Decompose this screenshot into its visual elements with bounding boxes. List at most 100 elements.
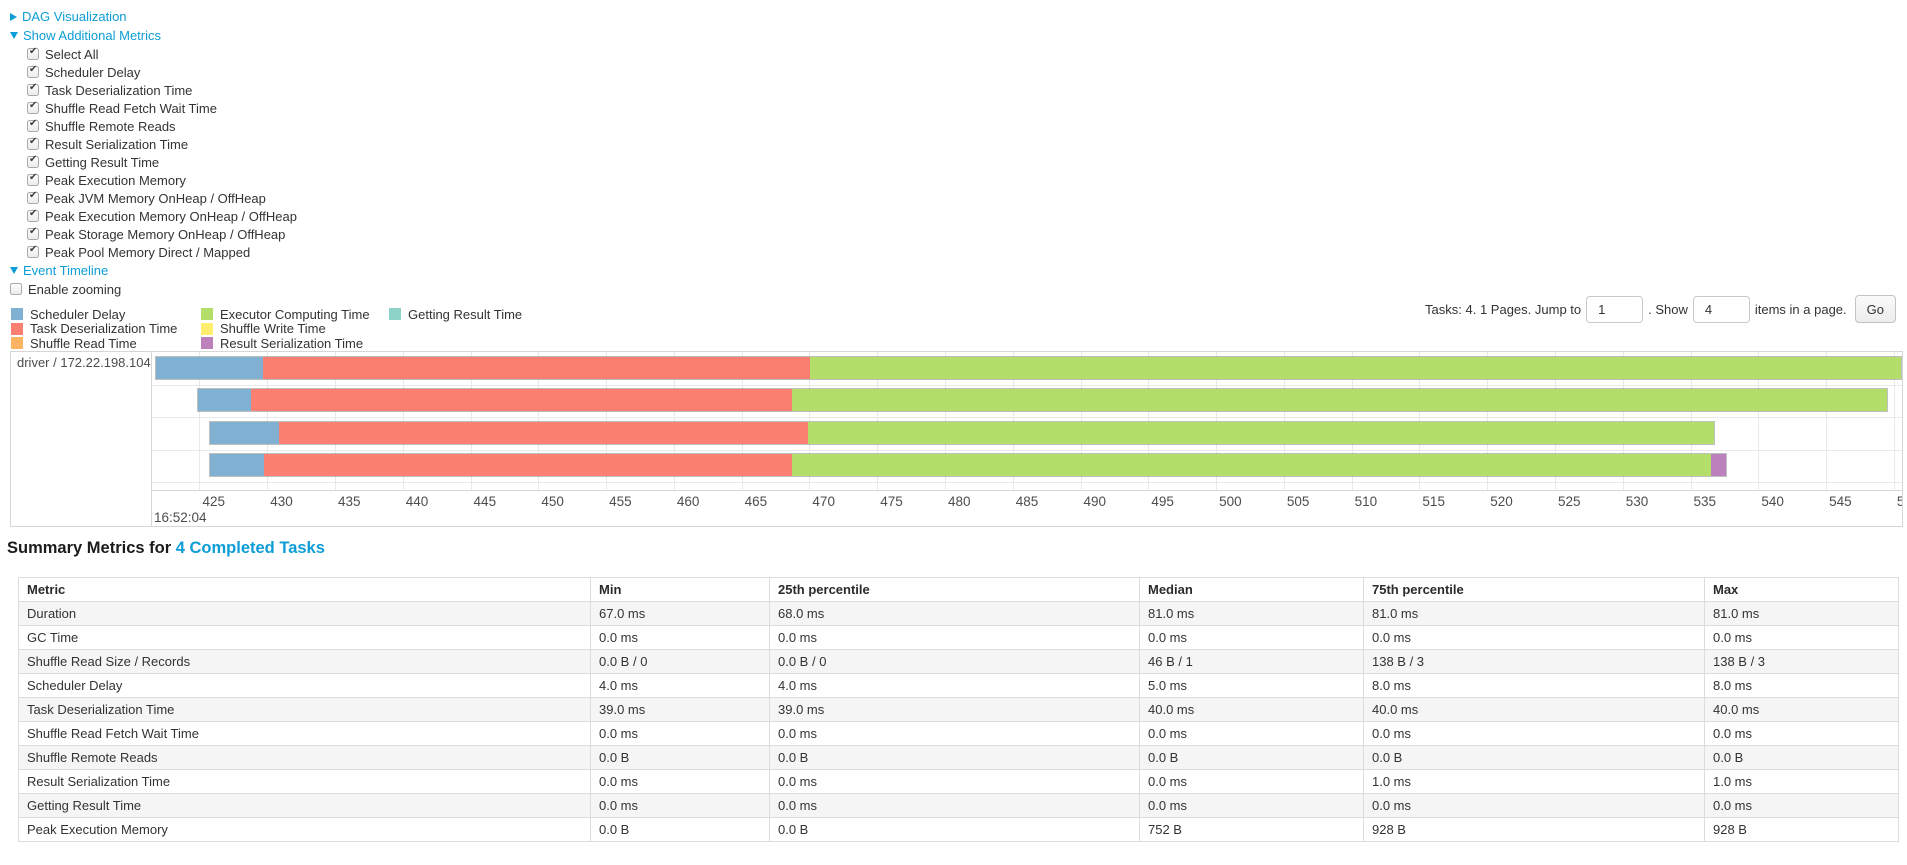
completed-tasks-link[interactable]: 4 Completed Tasks <box>175 539 325 557</box>
axis-major-label: 16:52:04 <box>154 510 207 525</box>
checkbox-icon[interactable] <box>27 172 39 186</box>
metric-value-cell: 0.0 B <box>590 817 770 842</box>
task-bar[interactable] <box>208 420 1715 445</box>
stage-controls: DAG Visualization Show Additional Metric… <box>10 7 297 298</box>
metric-checkbox-peak-jvm-memory-onheap-offheap[interactable]: Peak JVM Memory OnHeap / OffHeap <box>27 189 297 207</box>
enable-zooming-checkbox[interactable]: Enable zooming <box>10 280 297 298</box>
grid-line <box>673 352 675 490</box>
legend-item-scheduler-delay: Scheduler Delay <box>11 307 177 322</box>
metric-value-cell: 81.0 ms <box>1139 601 1364 626</box>
table-row: Task Deserialization Time 39.0 ms 39.0 ms 4… <box>18 697 1899 722</box>
metric-value-cell: 67.0 ms <box>590 601 770 626</box>
additional-metrics-list: Select All Scheduler Delay Task Deserializ… <box>27 45 297 261</box>
axis-tick-label: 500 <box>1219 494 1242 509</box>
metric-name-cell: GC Time <box>18 625 591 650</box>
checkbox-label: Peak JVM Memory OnHeap / OffHeap <box>45 190 266 206</box>
legend-swatch <box>11 322 23 335</box>
checkbox-icon[interactable] <box>27 244 39 258</box>
axis-tick-label: 490 <box>1083 494 1107 509</box>
metric-value-cell: 39.0 ms <box>769 697 1140 722</box>
metric-value-cell: 0.0 ms <box>769 769 1140 794</box>
legend-item-shuffle-read-time: Shuffle Read Time <box>11 336 177 351</box>
task-bar[interactable] <box>196 388 1889 413</box>
task-bar[interactable] <box>154 355 1902 380</box>
checkbox-icon[interactable] <box>27 136 39 150</box>
jump-to-page-input[interactable] <box>1586 295 1644 323</box>
metric-checkbox-peak-storage-memory-onheap-offheap[interactable]: Peak Storage Memory OnHeap / OffHeap <box>27 225 297 243</box>
show-additional-metrics-link[interactable]: Show Additional Metrics <box>23 28 162 43</box>
checkbox-label: Peak Execution Memory OnHeap / OffHeap <box>45 208 297 224</box>
segment-result-serialization <box>1711 454 1727 477</box>
event-timeline-chart: driver / 172.22.198.104 425 430 435 440 445 4… <box>10 351 1903 527</box>
dag-visualization-link[interactable]: DAG Visualization <box>22 9 127 24</box>
metric-checkbox-peak-execution-memory[interactable]: Peak Execution Memory <box>27 171 297 189</box>
column-header-min: Min <box>590 577 770 602</box>
metric-checkbox-getting-result-time[interactable]: Getting Result Time <box>27 153 297 171</box>
checkbox-icon[interactable] <box>27 100 39 114</box>
checkbox-icon[interactable] <box>27 226 39 240</box>
metric-value-cell: 0.0 B <box>590 745 770 770</box>
show-additional-metrics-toggle[interactable]: Show Additional Metrics <box>10 26 297 45</box>
axis-tick-label: 460 <box>676 494 700 509</box>
metric-value-cell: 1.0 ms <box>1704 769 1899 794</box>
legend-item-shuffle-write-time: Shuffle Write Time <box>201 321 370 336</box>
checkbox-icon[interactable] <box>10 283 22 295</box>
metric-checkbox-select-all[interactable]: Select All <box>27 45 297 63</box>
axis-tick-label: 495 <box>1151 494 1174 509</box>
checkbox-icon[interactable] <box>27 208 39 222</box>
executor-group-label: driver / 172.22.198.104 <box>17 355 151 370</box>
checkbox-label: Shuffle Remote Reads <box>45 118 176 134</box>
grid-line <box>470 352 472 490</box>
axis-tick-label: 540 <box>1761 494 1784 509</box>
timeline-time-axis: 425 430 435 440 445 450 455 460 465 470 475 480 485 4… <box>152 492 1902 526</box>
timeline-plot-area <box>152 352 1902 491</box>
grid-line <box>1283 352 1285 490</box>
checkbox-icon[interactable] <box>27 46 39 60</box>
legend-label: Shuffle Read Time <box>30 335 137 351</box>
metric-value-cell: 0.0 B / 0 <box>590 649 770 674</box>
metric-checkbox-peak-execution-memory-onheap-offheap[interactable]: Peak Execution Memory OnHeap / OffHeap <box>27 207 297 225</box>
metric-checkbox-peak-pool-memory-direct-mapped[interactable]: Peak Pool Memory Direct / Mapped <box>27 243 297 261</box>
checkbox-icon[interactable] <box>27 118 39 132</box>
metric-checkbox-shuffle-remote-reads[interactable]: Shuffle Remote Reads <box>27 117 297 135</box>
enable-zooming-label: Enable zooming <box>28 281 122 297</box>
segment-scheduler-delay <box>155 356 263 379</box>
axis-tick-label: 505 <box>1286 494 1310 509</box>
checkbox-icon[interactable] <box>27 190 39 204</box>
task-pagination: Tasks: 4. 1 Pages. Jump to . Show items … <box>1425 294 1896 324</box>
event-timeline-link[interactable]: Event Timeline <box>23 263 109 278</box>
go-button[interactable]: Go <box>1854 295 1896 323</box>
summary-metrics-title: Summary Metrics for 4 Completed Tasks <box>7 539 325 558</box>
segment-executor-computing <box>808 421 1714 444</box>
checkbox-label: Getting Result Time <box>45 154 160 170</box>
metric-name-cell: Peak Execution Memory <box>18 817 591 842</box>
metric-value-cell: 928 B <box>1363 817 1705 842</box>
checkbox-label: Peak Pool Memory Direct / Mapped <box>45 244 251 260</box>
metric-value-cell: 0.0 B <box>769 817 1140 842</box>
items-per-page-input[interactable] <box>1692 295 1750 323</box>
metric-value-cell: 81.0 ms <box>1704 601 1899 626</box>
metric-checkbox-result-serialization-time[interactable]: Result Serialization Time <box>27 135 297 153</box>
expanded-arrow-icon <box>10 267 18 274</box>
column-header-max: Max <box>1704 577 1899 602</box>
segment-scheduler-delay <box>209 454 265 477</box>
task-bar[interactable] <box>208 453 1728 478</box>
event-timeline-toggle[interactable]: Event Timeline <box>10 261 297 280</box>
grid-line <box>1690 352 1692 490</box>
grid-line <box>152 449 1902 451</box>
axis-tick-label: 485 <box>1015 494 1039 509</box>
metric-checkbox-shuffle-read-fetch-wait-time[interactable]: Shuffle Read Fetch Wait Time <box>27 99 297 117</box>
table-row: Peak Execution Memory 0.0 B 0.0 B 752 B 928 … <box>18 817 1899 842</box>
checkbox-icon[interactable] <box>27 154 39 168</box>
legend-item-result-serialization-time: Result Serialization Time <box>201 336 370 351</box>
metric-checkbox-task-deserialization-time[interactable]: Task Deserialization Time <box>27 81 297 99</box>
checkbox-label: Peak Execution Memory <box>45 172 186 188</box>
pagination-suffix-text: items in a page. <box>1754 301 1847 317</box>
table-header-row: Metric Min 25th percentile Median 75th perce… <box>18 577 1899 602</box>
axis-tick-label: 530 <box>1625 494 1649 509</box>
checkbox-icon[interactable] <box>27 82 39 96</box>
checkbox-icon[interactable] <box>27 64 39 78</box>
dag-visualization-toggle[interactable]: DAG Visualization <box>10 7 297 26</box>
metric-value-cell: 138 B / 3 <box>1363 649 1705 674</box>
metric-checkbox-scheduler-delay[interactable]: Scheduler Delay <box>27 63 297 81</box>
